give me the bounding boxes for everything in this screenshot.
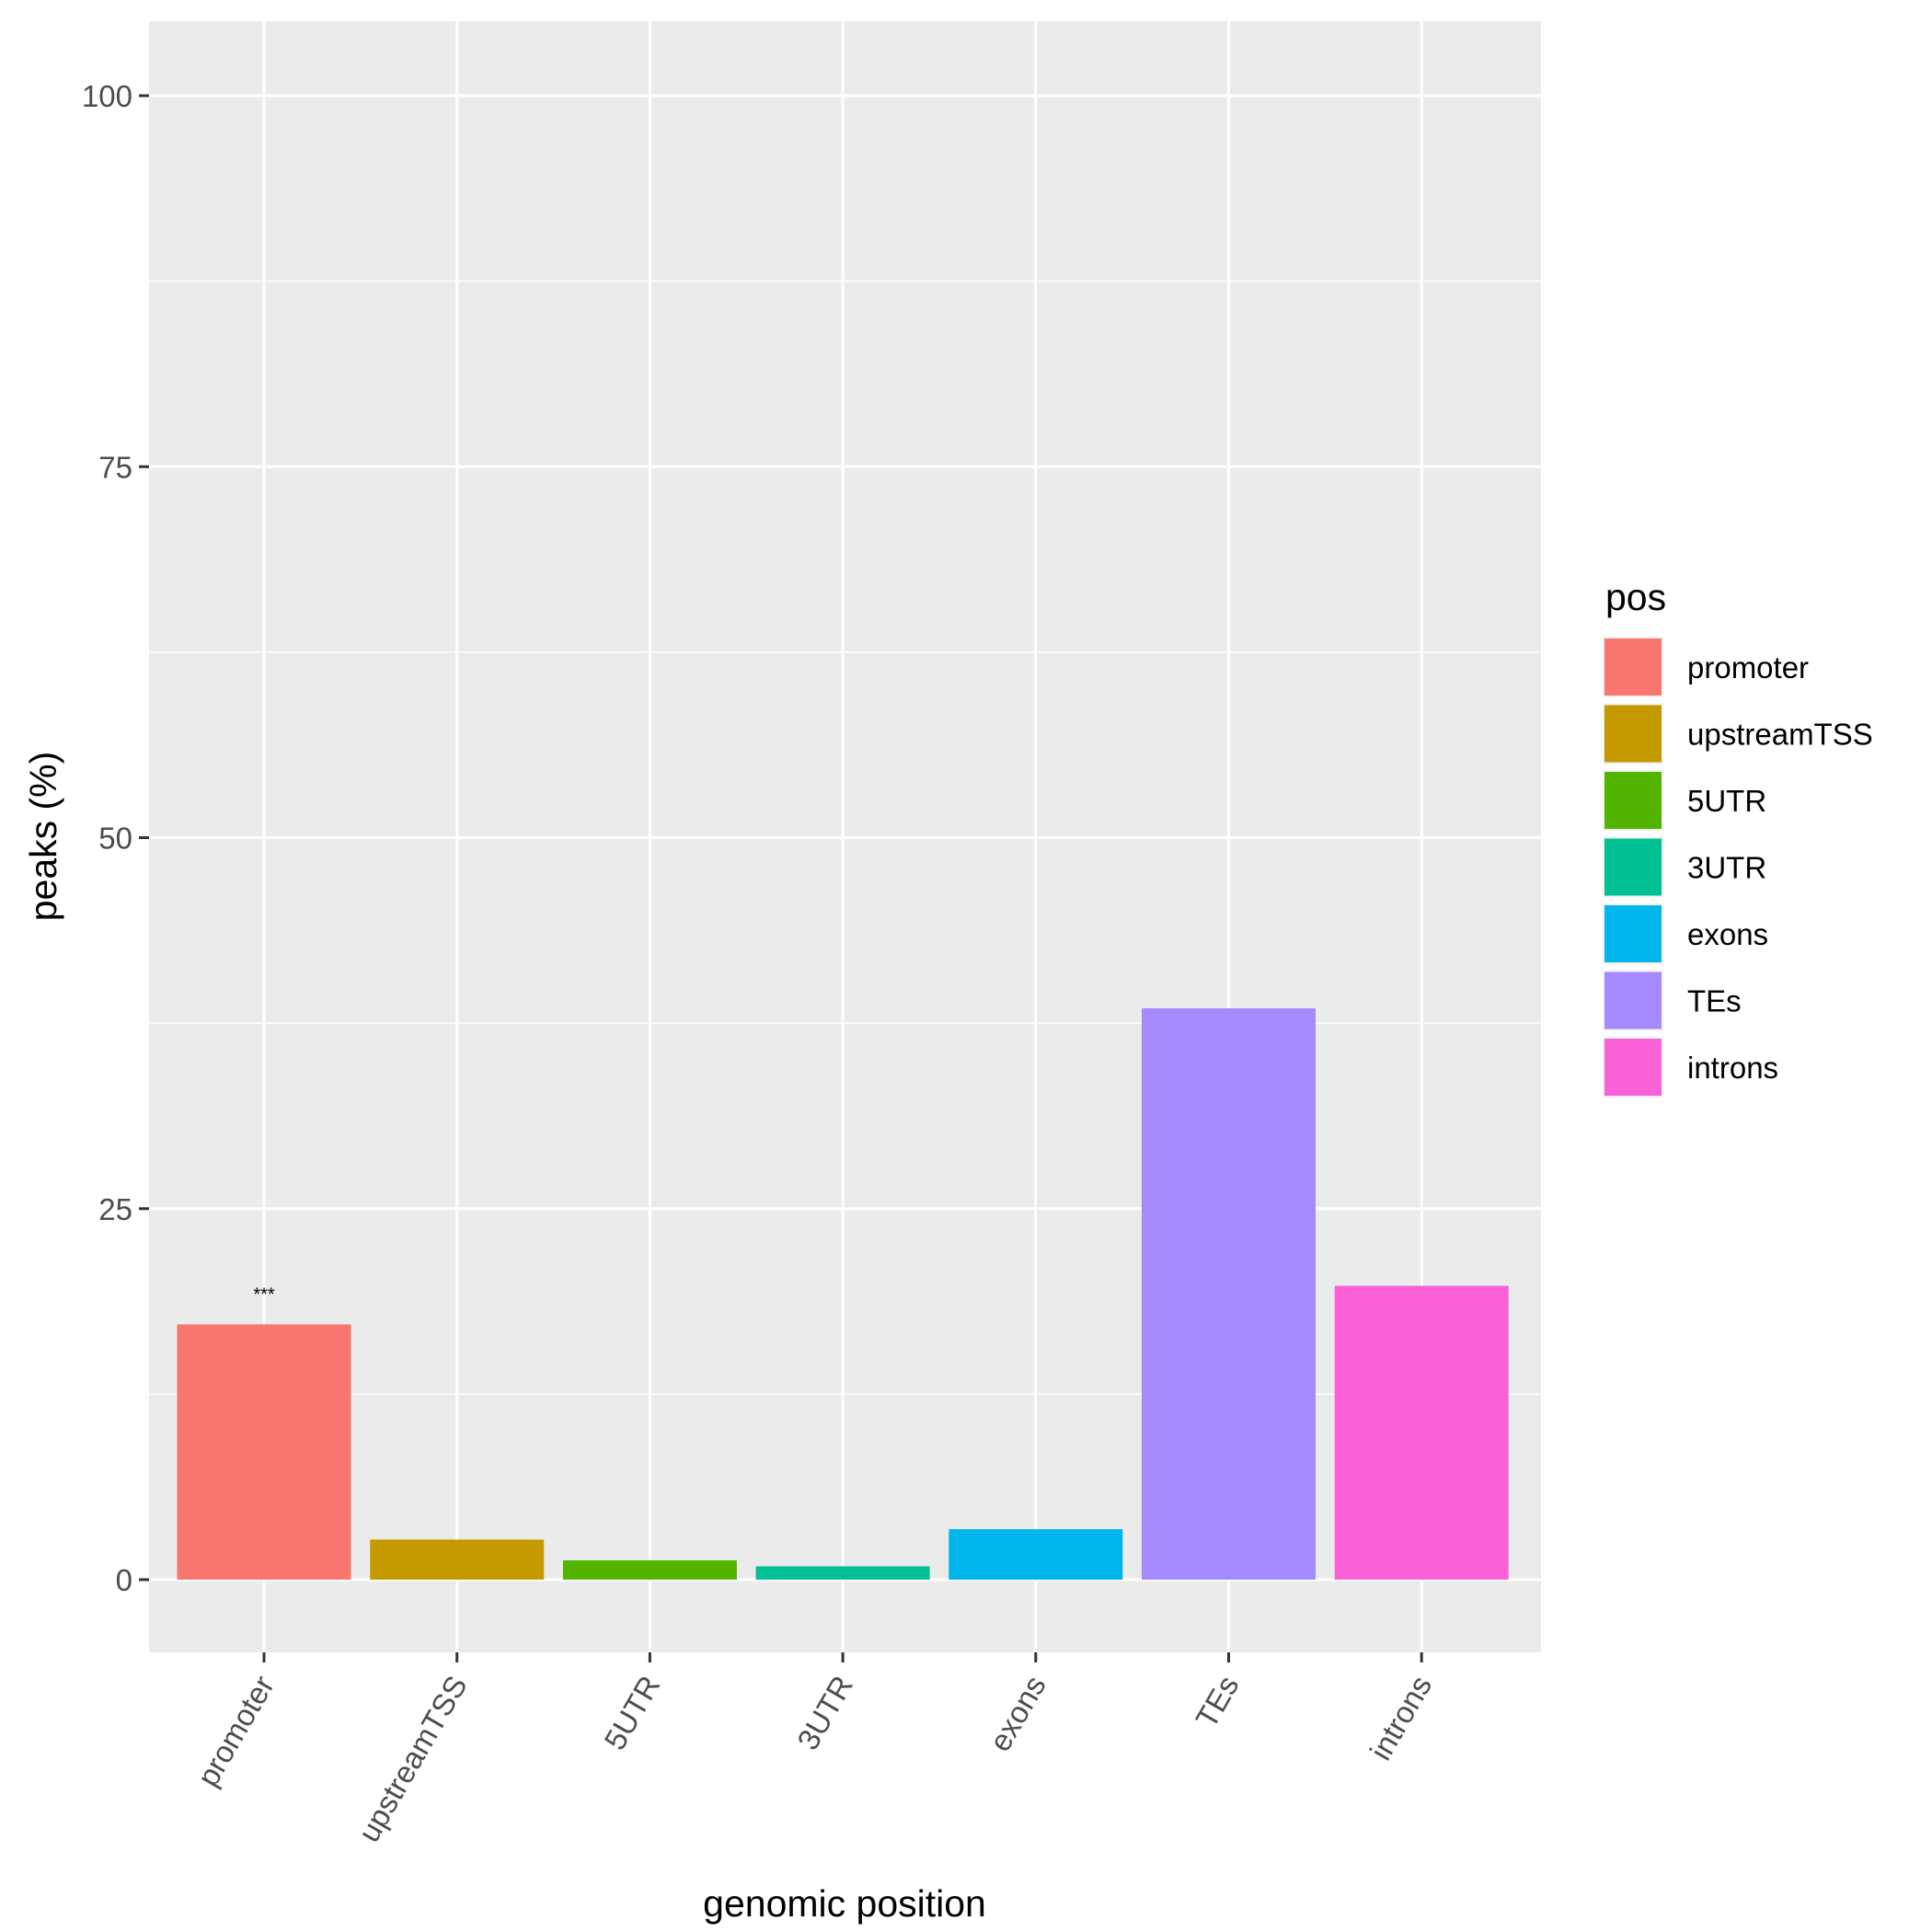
y-tick-label: 75 — [98, 450, 132, 484]
x-tick-label: TEs — [1189, 1670, 1245, 1733]
annotations: *** — [253, 1285, 275, 1305]
legend: pos promoter upstreamTSS 5UTR 3UTR exons TEs i… — [1603, 576, 1873, 1098]
legend-label: introns — [1687, 1051, 1778, 1085]
legend-key-upstreamTSS — [1604, 705, 1662, 763]
y-tick-label: 0 — [116, 1563, 132, 1597]
legend-key-exons — [1604, 905, 1662, 962]
bar-3UTR — [755, 1566, 930, 1580]
legend-key-TEs — [1604, 972, 1662, 1029]
bar-introns — [1334, 1285, 1509, 1580]
y-tick-label: 25 — [98, 1192, 132, 1226]
legend-title: pos — [1605, 576, 1666, 618]
x-tick-label: promoter — [190, 1670, 281, 1792]
legend-label: upstreamTSS — [1687, 718, 1873, 752]
bars — [177, 1007, 1509, 1580]
legend-label: 3UTR — [1687, 851, 1766, 885]
y-tick-label: 100 — [82, 79, 132, 113]
legend-key-introns — [1604, 1039, 1662, 1096]
x-tick-label: upstreamTSS — [351, 1670, 474, 1847]
bar-TEs — [1142, 1007, 1316, 1580]
legend-key-5UTR — [1604, 772, 1662, 829]
x-tick-label: exons — [983, 1670, 1052, 1757]
y-axis-title: peaks (%) — [22, 752, 64, 922]
legend-label: TEs — [1687, 984, 1742, 1018]
legend-label: promoter — [1687, 650, 1809, 684]
y-tick-label: 50 — [98, 822, 132, 856]
legend-label: 5UTR — [1687, 784, 1766, 818]
x-tick-label: introns — [1363, 1670, 1439, 1765]
legend-label: exons — [1687, 917, 1768, 951]
x-axis: promoter upstreamTSS 5UTR 3UTR exons TEs intro… — [190, 1652, 1438, 1847]
bar-5UTR — [562, 1560, 737, 1580]
bar-exons — [949, 1529, 1123, 1580]
legend-key-3UTR — [1604, 838, 1662, 896]
significance-annotation: *** — [253, 1285, 275, 1305]
x-tick-label: 5UTR — [597, 1670, 666, 1755]
bar-upstreamTSS — [370, 1539, 545, 1580]
bar-promoter — [177, 1324, 351, 1580]
x-axis-title: genomic position — [703, 1882, 986, 1925]
legend-key-promoter — [1604, 638, 1662, 696]
x-tick-label: 3UTR — [790, 1670, 859, 1755]
y-axis: 0 25 50 75 100 — [82, 79, 149, 1597]
